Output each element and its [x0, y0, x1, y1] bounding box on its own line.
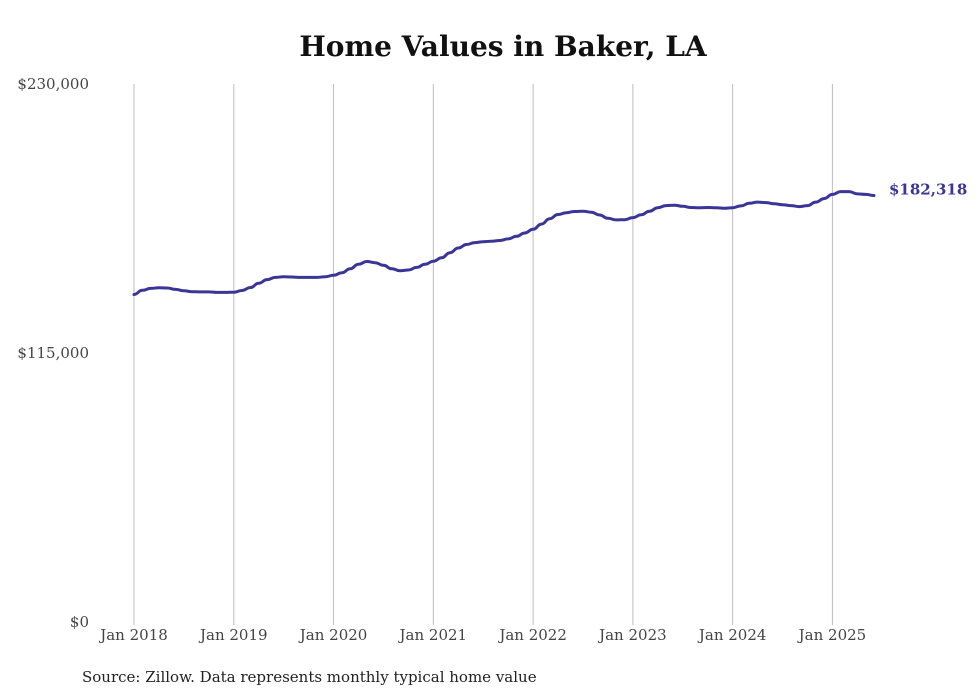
x-tick-label: Jan 2022 [497, 626, 567, 644]
end-value-label: $182,318 [889, 181, 967, 199]
x-tick-label: Jan 2024 [697, 626, 767, 644]
x-axis-ticks: Jan 2018 Jan 2019 Jan 2020 Jan 2021 Jan 2022… [98, 626, 866, 644]
grid-lines [133, 84, 833, 625]
x-tick-label: Jan 2020 [298, 626, 368, 644]
x-tick-label: Jan 2019 [198, 626, 268, 644]
chart-title: Home Values in Baker, LA [299, 30, 707, 63]
home-value-line [132, 190, 876, 296]
y-tick-label: $0 [70, 613, 89, 631]
source-note: Source: Zillow. Data represents monthly … [82, 668, 537, 686]
x-tick-label: Jan 2018 [98, 626, 168, 644]
y-tick-label: $115,000 [17, 344, 89, 362]
y-axis-ticks: $0 $115,000 $230,000 [17, 75, 89, 631]
x-tick-label: Jan 2023 [597, 626, 667, 644]
x-tick-label: Jan 2021 [398, 626, 468, 644]
x-tick-label: Jan 2025 [797, 626, 867, 644]
y-tick-label: $230,000 [17, 75, 89, 93]
